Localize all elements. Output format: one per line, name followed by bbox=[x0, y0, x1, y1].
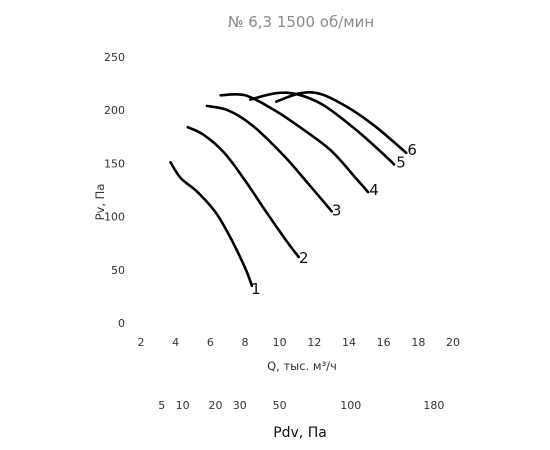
x-tick-label: 16 bbox=[377, 336, 391, 349]
pdv-tick-label: 5 bbox=[158, 399, 165, 412]
curve-2 bbox=[186, 125, 300, 259]
curve-5 bbox=[248, 91, 396, 166]
curve-label-2: 2 bbox=[299, 249, 309, 267]
x-tick-label: 12 bbox=[307, 336, 321, 349]
y-tick-label: 50 bbox=[111, 264, 125, 277]
pdv-tick-label: 30 bbox=[233, 399, 247, 412]
y-axis-ticks: 0 50 100 150 200 250 bbox=[104, 51, 125, 330]
secondary-axis-ticks: 5 10 20 30 50 100 180 bbox=[158, 399, 444, 412]
curves bbox=[169, 91, 408, 288]
y-axis-label: Pv, Па bbox=[93, 184, 107, 221]
chart-title: № 6,3 1500 об/мин bbox=[228, 13, 374, 31]
x-tick-label: 14 bbox=[342, 336, 356, 349]
curve-1 bbox=[169, 161, 254, 288]
curve-label-6: 6 bbox=[407, 141, 417, 159]
curve-3 bbox=[205, 104, 333, 213]
curve-label-5: 5 bbox=[396, 153, 406, 171]
secondary-axis-label: Pdv, Па bbox=[273, 425, 327, 441]
x-tick-label: 10 bbox=[273, 336, 287, 349]
pdv-tick-label: 20 bbox=[209, 399, 223, 412]
pdv-tick-label: 50 bbox=[273, 399, 287, 412]
x-tick-label: 4 bbox=[172, 336, 179, 349]
x-tick-label: 18 bbox=[411, 336, 425, 349]
y-tick-label: 150 bbox=[104, 157, 125, 170]
x-tick-label: 8 bbox=[242, 336, 249, 349]
curve-labels: 1 2 3 456 bbox=[251, 141, 417, 298]
curve-label-3: 3 bbox=[332, 201, 342, 219]
y-tick-label: 250 bbox=[104, 51, 125, 64]
x-tick-label: 20 bbox=[446, 336, 460, 349]
curve-4 bbox=[219, 92, 370, 194]
curve-label-4: 4 bbox=[369, 181, 379, 199]
x-axis-ticks: 2 4 6 8 10 12 14 16 18 20 bbox=[138, 336, 461, 349]
pdv-tick-label: 100 bbox=[340, 399, 361, 412]
x-tick-label: 2 bbox=[138, 336, 145, 349]
pdv-tick-label: 10 bbox=[176, 399, 190, 412]
x-axis-label: Q, тыс. м³/ч bbox=[267, 359, 337, 373]
y-tick-label: 0 bbox=[118, 317, 125, 330]
pdv-tick-label: 180 bbox=[423, 399, 444, 412]
x-tick-label: 6 bbox=[207, 336, 214, 349]
curve-label-1: 1 bbox=[251, 280, 261, 298]
curve-6 bbox=[274, 91, 408, 155]
y-tick-label: 100 bbox=[104, 211, 125, 224]
y-tick-label: 200 bbox=[104, 104, 125, 117]
